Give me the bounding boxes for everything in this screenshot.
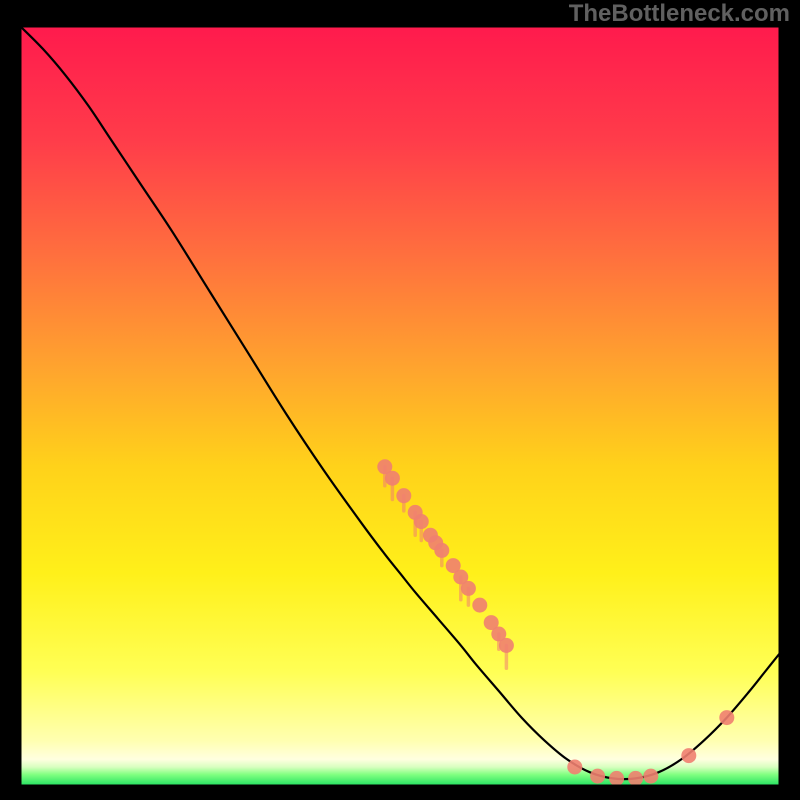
data-marker bbox=[567, 760, 582, 775]
data-marker bbox=[681, 748, 696, 763]
data-marker bbox=[434, 543, 449, 558]
data-marker bbox=[499, 638, 514, 653]
plot-background bbox=[20, 26, 780, 786]
data-marker bbox=[719, 710, 734, 725]
data-marker bbox=[628, 771, 643, 786]
data-marker bbox=[590, 769, 605, 784]
bottleneck-chart bbox=[0, 0, 800, 800]
data-marker bbox=[396, 488, 411, 503]
data-marker bbox=[461, 581, 476, 596]
chart-stage: TheBottleneck.com bbox=[0, 0, 800, 800]
watermark-text: TheBottleneck.com bbox=[569, 0, 790, 28]
data-marker bbox=[609, 771, 624, 786]
data-marker bbox=[385, 471, 400, 486]
data-marker bbox=[643, 769, 658, 784]
data-marker bbox=[414, 514, 429, 529]
data-marker bbox=[472, 598, 487, 613]
